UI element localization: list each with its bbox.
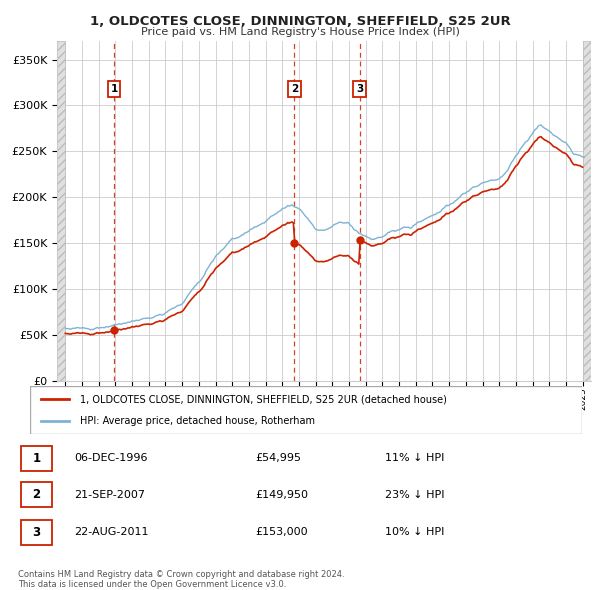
Text: 06-DEC-1996: 06-DEC-1996: [74, 453, 148, 463]
Text: 23% ↓ HPI: 23% ↓ HPI: [385, 490, 444, 500]
Text: £149,950: £149,950: [255, 490, 308, 500]
Text: 1: 1: [110, 84, 118, 94]
FancyBboxPatch shape: [21, 520, 52, 545]
Text: Contains HM Land Registry data © Crown copyright and database right 2024.
This d: Contains HM Land Registry data © Crown c…: [18, 570, 344, 589]
FancyBboxPatch shape: [21, 482, 52, 507]
Text: 2: 2: [32, 488, 40, 501]
FancyBboxPatch shape: [21, 446, 52, 471]
Text: Price paid vs. HM Land Registry's House Price Index (HPI): Price paid vs. HM Land Registry's House …: [140, 27, 460, 37]
Text: £153,000: £153,000: [255, 527, 308, 537]
Text: 21-SEP-2007: 21-SEP-2007: [74, 490, 145, 500]
Text: £54,995: £54,995: [255, 453, 301, 463]
Text: 11% ↓ HPI: 11% ↓ HPI: [385, 453, 444, 463]
Text: 10% ↓ HPI: 10% ↓ HPI: [385, 527, 444, 537]
Text: HPI: Average price, detached house, Rotherham: HPI: Average price, detached house, Roth…: [80, 416, 314, 426]
Text: 1, OLDCOTES CLOSE, DINNINGTON, SHEFFIELD, S25 2UR (detached house): 1, OLDCOTES CLOSE, DINNINGTON, SHEFFIELD…: [80, 394, 446, 404]
Text: 1: 1: [32, 452, 40, 465]
Text: 2: 2: [290, 84, 298, 94]
Text: 3: 3: [356, 84, 364, 94]
FancyBboxPatch shape: [30, 386, 582, 434]
Text: 3: 3: [32, 526, 40, 539]
Text: 1, OLDCOTES CLOSE, DINNINGTON, SHEFFIELD, S25 2UR: 1, OLDCOTES CLOSE, DINNINGTON, SHEFFIELD…: [89, 15, 511, 28]
Text: 22-AUG-2011: 22-AUG-2011: [74, 527, 149, 537]
